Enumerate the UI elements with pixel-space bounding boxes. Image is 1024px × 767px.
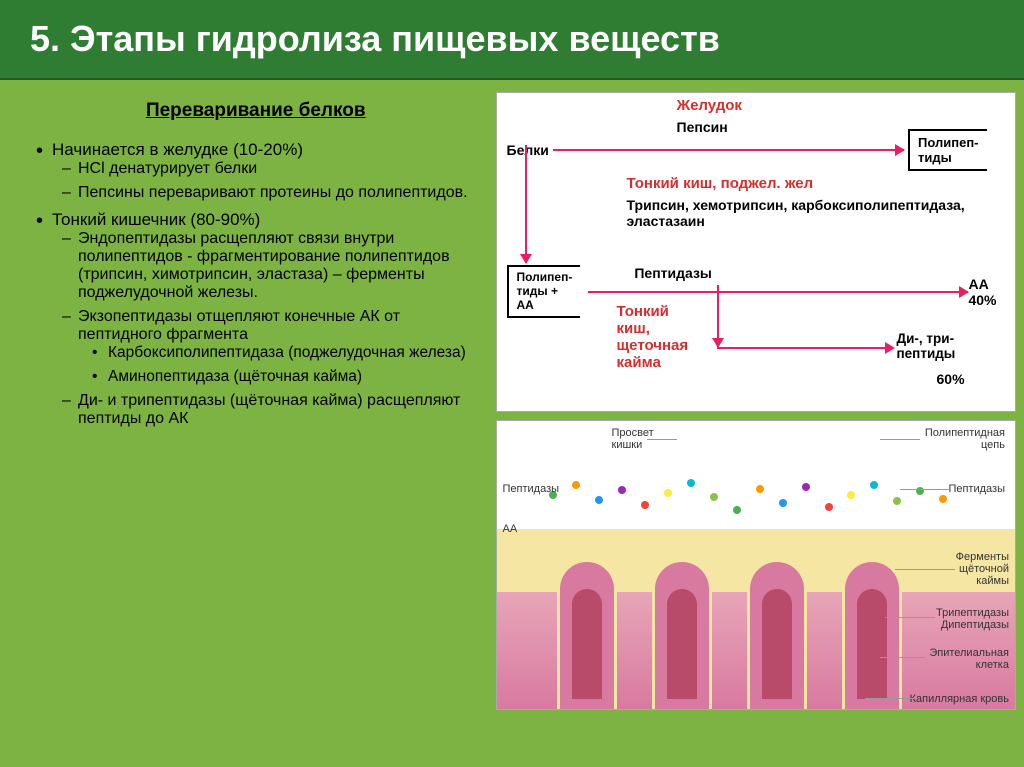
arrow-icon [553,149,904,151]
dipeptides-node: Ди-, три- пептиды [897,331,1015,361]
capillary-shape [762,589,792,699]
bead-icon [825,503,833,511]
diagram-column: Желудок Пепсин Белки Полипеп- тиды Тонки… [492,80,1024,767]
sub-bullet-text: Экзопептидазы отщепляют конечные АК от п… [78,308,400,343]
aa-label: АА [503,523,518,535]
bead-icon [756,485,764,493]
sub-bullet: Экзопептидазы отщепляют конечные АК от п… [52,308,482,386]
bead-icon [733,506,741,514]
bead-icon [802,483,810,491]
aa-node: АА [968,276,996,292]
bead-icon [870,481,878,489]
bead-icon [595,496,603,504]
slide: 5. Этапы гидролиза пищевых веществ Перев… [0,0,1024,767]
leader-line [895,569,955,570]
villus-shape [842,559,902,709]
pct40: 40% [968,292,996,308]
bullet-text: Начинается в желудке (10-20%) [52,140,303,159]
protein-digestion-flowchart: Желудок Пепсин Белки Полипеп- тиды Тонки… [496,92,1016,412]
leader-line [900,489,950,490]
bead-icon [664,489,672,497]
bullet-list: Начинается в желудке (10-20%) HCl денату… [30,140,482,428]
peptidases-label: Пептидазы [634,265,712,281]
bead-icon [572,481,580,489]
bead-icon [618,486,626,494]
polypeptides-node: Полипеп- тиды [908,129,986,171]
villus-shape [557,559,617,709]
brush-enzymes-label: Ферменты щёточной каймы [956,551,1009,587]
villus-shape [652,559,712,709]
peptidases-left-label: Пептидазы [503,483,560,495]
bead-icon [893,497,901,505]
polyp-aa-node: Полипеп- тиды + АА [507,265,581,318]
capillary-shape [572,589,602,699]
bead-icon [847,491,855,499]
enzymes-label: Трипсин, хемотрипсин, карбоксиполипептид… [627,197,967,229]
leader-line [880,439,920,440]
proteins-node: Белки [507,142,549,158]
bead-icon [939,495,947,503]
bead-icon [710,493,718,501]
capillary-label: Капиллярная кровь [910,693,1009,705]
leader-line [880,657,925,658]
small-intestine-label: Тонкий киш, поджел. жел [627,175,814,192]
pct60: 60% [937,371,965,387]
bead-icon [641,501,649,509]
arrow-segment [717,347,887,349]
subsub-bullet: Аминопептидаза (щёточная кайма) [78,368,482,386]
sub-bullet: Пепсины переваривают протеины до полипеп… [52,184,482,202]
slide-title: 5. Этапы гидролиза пищевых веществ [0,0,1024,80]
bead-icon [779,499,787,507]
tripeptidases-label: Трипептидазы Дипептидазы [936,607,1009,631]
leader-line [885,617,935,618]
text-column: Переваривание белков Начинается в желудк… [0,80,492,767]
polychain-label: Полипептидная цепь [925,427,1005,451]
arrow-down-icon [717,285,719,347]
peptidases-right-label: Пептидазы [948,483,1005,495]
stomach-label: Желудок [677,97,742,114]
polypeptide-chain [527,471,985,531]
subtitle: Переваривание белков [30,100,482,122]
arrow-head-icon [885,342,895,354]
bullet-stomach: Начинается в желудке (10-20%) HCl денату… [30,140,482,202]
bead-icon [687,479,695,487]
leader-line [865,698,915,699]
villi-illustration: Просвет кишки Полипептидная цепь Пептида… [496,420,1016,710]
bullet-text: Тонкий кишечник (80-90%) [52,210,260,229]
arrow-icon [588,291,968,293]
leader-line [647,439,677,440]
epithelial-label: Эпителиальная клетка [929,647,1009,671]
brush-border-label: Тонкий киш, щеточная кайма [617,303,689,371]
capillary-shape [857,589,887,699]
bullet-intestine: Тонкий кишечник (80-90%) Эндопептидазы р… [30,210,482,428]
capillary-shape [667,589,697,699]
sub-bullet: Эндопептидазы расщепляют связи внутри по… [52,230,482,302]
sub-bullet: HCl денатурирует белки [52,160,482,178]
subsub-bullet: Карбоксиполипептидаза (поджелудочная жел… [78,344,482,362]
arrow-down-icon [525,145,527,263]
content-area: Переваривание белков Начинается в желудк… [0,80,1024,767]
villus-shape [747,559,807,709]
sub-bullet: Ди- и трипептидазы (щёточная кайма) расщ… [52,392,482,428]
